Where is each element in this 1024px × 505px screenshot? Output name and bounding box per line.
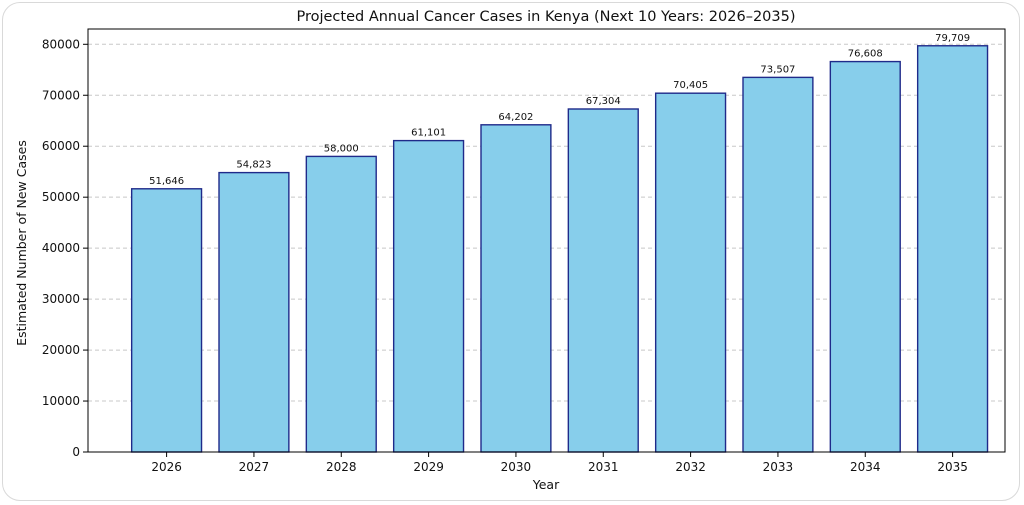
bar-2034 (829, 60, 901, 453)
value-label-2031: 67,304 (586, 96, 621, 107)
value-label-2030: 64,202 (498, 112, 533, 123)
y-tick-label: 20000 (42, 343, 80, 357)
bar-2032 (654, 92, 727, 453)
bar-2028 (305, 155, 377, 453)
y-axis-label: Estimated Number of New Cases (14, 140, 29, 346)
y-tick-label: 80000 (42, 37, 80, 51)
bar-2035 (916, 45, 989, 453)
y-tick-label: 50000 (42, 190, 80, 204)
value-labels: 51,646 54,823 58,000 61,101 64,202 67,304 70,4… (149, 33, 970, 187)
value-label-2033: 73,507 (760, 64, 795, 75)
x-tick-label-2026: 2026 (151, 460, 182, 474)
x-tick-label-2029: 2029 (413, 460, 444, 474)
x-tick-label-2035: 2035 (937, 460, 968, 474)
bar-2027 (218, 171, 290, 453)
value-label-2035: 79,709 (935, 33, 970, 44)
y-tick-label: 60000 (42, 139, 80, 153)
bar-2029 (392, 139, 465, 453)
x-tick-label-2032: 2032 (675, 460, 706, 474)
bar-2033 (742, 76, 814, 453)
value-label-2028: 58,000 (324, 143, 359, 154)
bar-2026 (130, 188, 203, 453)
y-tick-label: 10000 (42, 394, 80, 408)
plot-area-border (87, 28, 1006, 453)
x-tick-label-2033: 2033 (763, 460, 794, 474)
x-ticks: 2026 2027 2028 2029 2030 2031 2032 2033 2034 2035 (151, 452, 968, 474)
x-axis-label: Year (532, 477, 560, 492)
y-tick-label: 0 (72, 445, 80, 459)
y-ticks: 0 10000 20000 30000 40000 50000 60000 70000 8000… (42, 37, 88, 459)
y-tick-label: 30000 (42, 292, 80, 306)
value-label-2026: 51,646 (149, 176, 184, 187)
y-tick-label: 40000 (42, 241, 80, 255)
value-label-2034: 76,608 (848, 49, 883, 60)
value-label-2027: 54,823 (236, 160, 271, 171)
bar-2031 (567, 108, 639, 453)
x-tick-label-2031: 2031 (588, 460, 619, 474)
bars (130, 45, 989, 453)
x-tick-label-2030: 2030 (501, 460, 532, 474)
chart-title: Projected Annual Cancer Cases in Kenya (… (296, 9, 795, 25)
value-label-2029: 61,101 (411, 128, 446, 139)
x-tick-label-2027: 2027 (239, 460, 270, 474)
value-label-2032: 70,405 (673, 80, 708, 91)
x-tick-label-2034: 2034 (850, 460, 881, 474)
bar-2030 (480, 124, 552, 453)
y-tick-label: 70000 (42, 88, 80, 102)
x-tick-label-2028: 2028 (326, 460, 357, 474)
